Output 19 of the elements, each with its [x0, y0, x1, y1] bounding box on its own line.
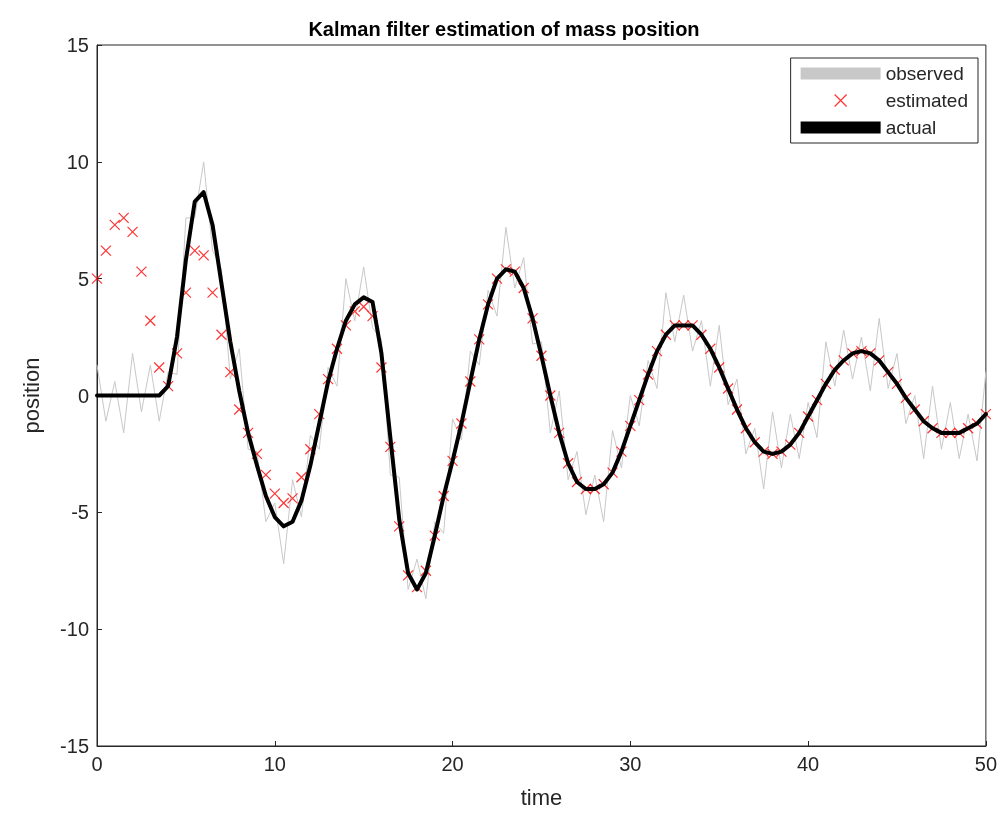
x-tick-label: 40	[796, 753, 820, 775]
y-tick-label: -15	[60, 735, 89, 757]
y-tick-label: 15	[66, 34, 89, 56]
y-tick-label: -5	[71, 501, 89, 524]
y-tick-label: 10	[66, 150, 89, 173]
y-tick-label: 5	[77, 267, 89, 290]
x-tick-label: 20	[441, 753, 464, 775]
x-axis-title: time	[520, 784, 563, 810]
x-tick-label: 30	[619, 753, 642, 775]
x-tick-label: 0	[91, 753, 103, 775]
chart-title: Kalman filter estimation of mass position	[308, 18, 700, 40]
x-tick-label: 50	[974, 753, 997, 775]
y-tick-label: -10	[60, 618, 89, 641]
legend-label: estimated	[885, 90, 968, 111]
legend-label: actual	[885, 117, 937, 138]
y-tick-label: 0	[77, 384, 89, 407]
x-tick-label: 10	[263, 753, 286, 775]
legend-label: observed	[885, 63, 964, 84]
y-axis-title: position	[18, 357, 44, 434]
